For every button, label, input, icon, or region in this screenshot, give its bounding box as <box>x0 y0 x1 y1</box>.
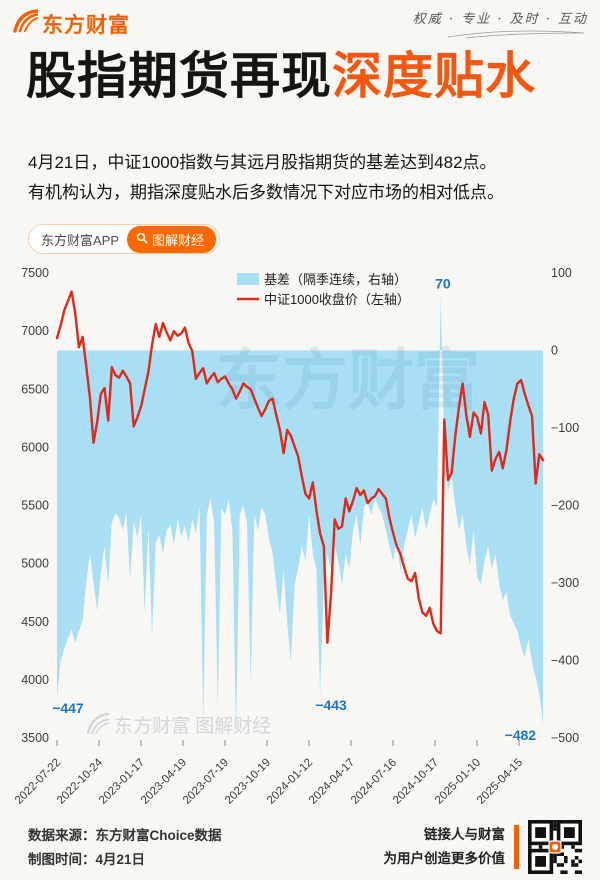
chart-annotation: −482 <box>505 727 537 743</box>
search-tag-label: 图解财经 <box>152 232 205 248</box>
bottom-watermark: 东方财富 图解财经 <box>86 712 271 737</box>
footer-brand-block: 链接人与财富 为用户创造更多价值 <box>384 820 582 874</box>
right-axis-label: −300 <box>551 576 579 590</box>
footer-slogan-line2: 为用户创造更多价值 <box>383 851 506 866</box>
title-black: 股指期货再现 <box>26 48 332 104</box>
legend-price-label: 中证1000收盘价（左轴） <box>264 292 410 307</box>
eastmoney-swoosh-icon <box>12 8 39 39</box>
left-axis-label: 5500 <box>21 499 49 513</box>
search-tag-button[interactable]: 图解财经 <box>127 225 217 253</box>
right-axis-label: −100 <box>551 421 579 435</box>
chart-annotation: 70 <box>435 275 451 291</box>
right-axis-label: 0 <box>551 344 558 358</box>
basis-area-series <box>57 296 543 735</box>
right-axis-label: −200 <box>551 499 579 513</box>
left-axis-label: 5000 <box>21 557 49 571</box>
footer-orange-bar <box>514 825 519 869</box>
search-icon <box>136 232 148 247</box>
chart-annotation: −443 <box>315 697 347 713</box>
footer-slogan: 链接人与财富 为用户创造更多价值 <box>384 823 506 872</box>
left-axis-label: 6000 <box>21 440 49 454</box>
intro-paragraph: 4月21日，中证1000指数与其远月股指期货的基差达到482点。 有机构认为，期… <box>28 148 576 208</box>
qr-code <box>528 820 582 874</box>
chart-annotation: −447 <box>52 700 84 716</box>
intro-line-2: 有机构认为，期指深度贴水后多数情况下对应市场的相对低点。 <box>28 182 504 202</box>
price-line-series <box>55 290 545 644</box>
intro-line-1: 4月21日，中证1000指数与其远月股指期货的基差达到482点。 <box>28 153 497 172</box>
x-tick-label: 2025-04-15 <box>475 757 525 807</box>
app-search-pill[interactable]: 东方财富APP 图解财经 <box>28 224 221 254</box>
chart-date-line: 制图时间：4月21日 <box>28 852 146 868</box>
center-watermark: 东方财富 <box>216 343 480 417</box>
left-axis-label: 7000 <box>21 324 49 338</box>
title-orange: 深度贴水 <box>332 48 536 104</box>
page-title: 股指期货再现深度贴水 <box>26 48 586 106</box>
brand-logo: 东方财富 <box>12 8 130 39</box>
brand-name: 东方财富 <box>42 13 130 37</box>
left-axis-label: 7500 <box>21 266 49 280</box>
basis-price-chart: 东方财富 7500 7000 6500 6000 5500 5000 4500 4000 3500… <box>13 266 579 807</box>
data-source-line: 数据来源：东方财富Choice数据 <box>28 828 222 843</box>
header: 东方财富 权威 · 专业 · 及时 · 互动 <box>0 0 600 46</box>
app-name-label: 东方财富APP <box>41 232 120 248</box>
left-axis-label: 3500 <box>21 731 49 745</box>
left-axis-label: 6500 <box>21 382 49 396</box>
slogan-underline <box>446 26 586 44</box>
right-axis-label: −400 <box>551 654 579 668</box>
footer-source: 数据来源：东方财富Choice数据 制图时间：4月21日 <box>28 824 222 873</box>
left-axis-label: 4000 <box>21 673 49 687</box>
right-axis-label: −500 <box>551 731 579 745</box>
legend-basis-label: 基差（隔季连续，右轴） <box>264 272 407 287</box>
left-axis-label: 4500 <box>21 615 49 629</box>
legend-basis-swatch <box>237 273 259 285</box>
header-slogan: 权威 · 专业 · 及时 · 互动 <box>412 12 588 27</box>
right-axis-label: 100 <box>551 266 572 280</box>
footer-slogan-line1: 链接人与财富 <box>424 826 505 842</box>
svg-text:东方财富 图解财经: 东方财富 图解财经 <box>114 715 271 737</box>
